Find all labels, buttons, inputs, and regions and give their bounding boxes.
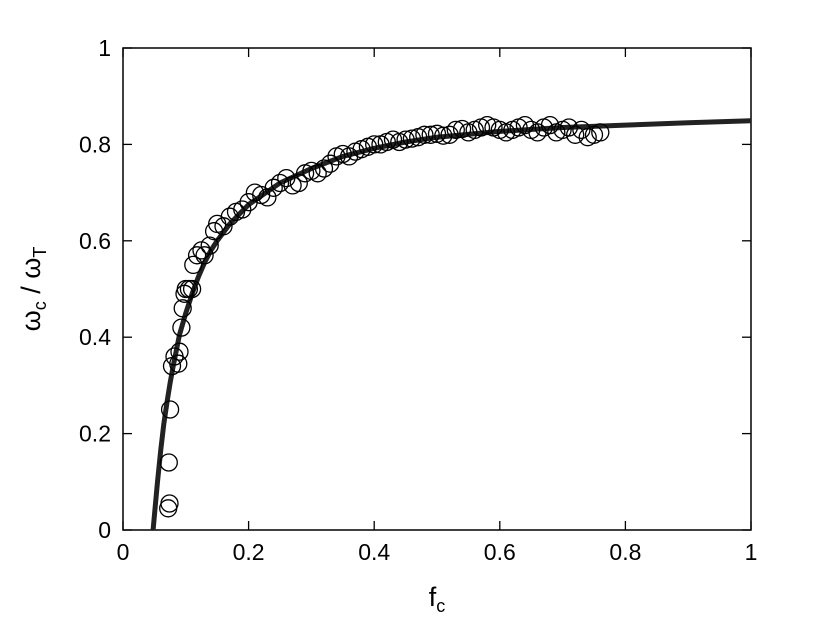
- y-axis-label-num: ω: [16, 310, 46, 331]
- y-tick-label: 0.2: [79, 421, 111, 447]
- data-point: [308, 164, 327, 183]
- x-tick-label: 0.2: [233, 539, 265, 565]
- data-point: [559, 118, 579, 137]
- fit-curve: [150, 118, 752, 531]
- y-axis-label-num-sub: c: [30, 301, 50, 310]
- y-tick-label: 0.8: [79, 131, 111, 157]
- data-point: [170, 342, 189, 361]
- y-tick-label: 0.4: [79, 324, 111, 350]
- data-point: [173, 299, 192, 318]
- y-tick-label: 1: [98, 35, 111, 61]
- data-point: [160, 400, 180, 419]
- data-point: [277, 168, 296, 188]
- fit-curve-layer: [150, 118, 752, 531]
- data-point: [187, 246, 207, 265]
- data-point: [446, 120, 465, 140]
- plot-frame: [122, 47, 752, 531]
- data-point: [200, 236, 219, 255]
- y-axis-label-den-sub: T: [30, 247, 50, 258]
- y-axis-label: ωc / ωT: [16, 247, 50, 332]
- data-point: [184, 255, 203, 275]
- data-point: [270, 173, 290, 193]
- x-tick-label: 0.4: [358, 539, 390, 565]
- y-tick-labels: 0 0.2 0.4 0.6 0.8 1: [79, 35, 111, 543]
- x-tick-label: 0.8: [609, 539, 641, 565]
- data-point: [440, 125, 459, 144]
- data-point: [321, 154, 340, 173]
- data-point: [258, 188, 277, 207]
- y-axis-label-slash: /: [16, 279, 46, 302]
- x-axis-label-sub: c: [436, 596, 445, 616]
- data-point: [214, 217, 233, 236]
- data-point: [434, 126, 453, 145]
- x-axis-label: fc: [429, 582, 446, 616]
- data-markers: [159, 115, 610, 518]
- data-point: [572, 120, 591, 140]
- y-tick-label: 0: [98, 517, 111, 543]
- data-point: [159, 453, 178, 472]
- data-point: [402, 129, 422, 148]
- data-point: [172, 318, 191, 337]
- data-point: [540, 115, 560, 135]
- data-point: [591, 123, 610, 142]
- data-point: [314, 159, 334, 178]
- x-tick-labels: 0 0.2 0.4 0.6 0.8 1: [117, 539, 758, 565]
- data-point: [415, 125, 434, 144]
- y-tick-label: 0.6: [79, 228, 111, 254]
- axis-ticks: [122, 47, 752, 531]
- data-point: [421, 125, 440, 144]
- data-point: [182, 279, 202, 299]
- data-point: [566, 125, 585, 144]
- data-point: [233, 200, 252, 219]
- data-point: [365, 135, 384, 154]
- x-axis-label-main: f: [429, 582, 437, 612]
- data-point: [169, 354, 188, 373]
- data-point: [396, 130, 415, 149]
- data-point: [264, 178, 283, 197]
- plot-area: [122, 47, 752, 531]
- data-point: [289, 173, 308, 193]
- data-point: [195, 246, 214, 265]
- x-tick-label: 1: [745, 539, 758, 565]
- y-axis-label-den: ω: [16, 258, 46, 279]
- data-point: [160, 494, 179, 513]
- x-tick-label: 0: [117, 539, 130, 565]
- x-tick-label: 0.6: [484, 539, 516, 565]
